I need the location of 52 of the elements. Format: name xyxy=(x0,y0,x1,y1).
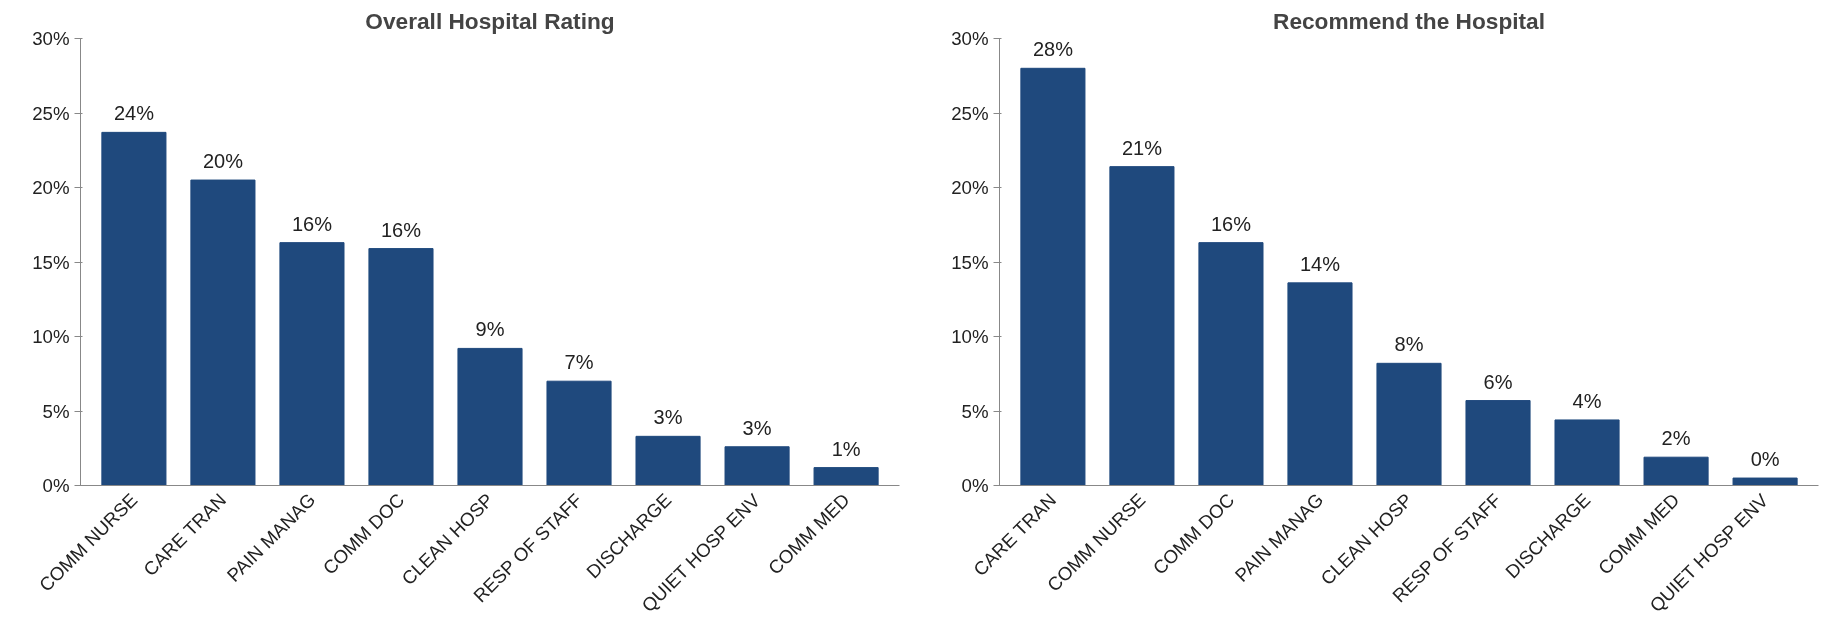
y-tick-label: 10% xyxy=(951,326,989,347)
y-tick-label: 20% xyxy=(32,177,70,198)
data-label: 1% xyxy=(831,437,861,460)
bar xyxy=(813,467,879,486)
y-tick-label: 10% xyxy=(32,326,70,347)
data-label: 20% xyxy=(202,150,244,173)
bar xyxy=(1020,67,1086,486)
y-tick-label: 15% xyxy=(951,251,989,273)
y-tick-label: 0% xyxy=(961,475,989,496)
data-label: 16% xyxy=(380,218,422,241)
y-tick-label: 30% xyxy=(32,28,70,49)
data-label: 14% xyxy=(1299,252,1341,275)
bar xyxy=(1465,400,1531,486)
data-label: 7% xyxy=(564,351,594,374)
data-label: 4% xyxy=(1572,389,1602,412)
bar xyxy=(190,179,256,486)
chart-title: Recommend the Hospital xyxy=(1273,7,1545,34)
bar xyxy=(1732,477,1798,486)
y-tick-label: 30% xyxy=(951,28,989,49)
data-label: 3% xyxy=(742,416,772,439)
bar xyxy=(368,248,434,486)
data-label: 9% xyxy=(475,318,505,341)
y-tick-label: 5% xyxy=(42,400,70,422)
bar xyxy=(101,131,167,486)
chart-title: Overall Hospital Rating xyxy=(365,7,615,34)
bar xyxy=(1643,456,1709,486)
bar xyxy=(1287,282,1353,486)
data-label: 28% xyxy=(1032,38,1074,61)
y-tick-label: 5% xyxy=(961,400,989,422)
bar xyxy=(635,435,701,486)
bar xyxy=(457,347,523,486)
y-tick-label: 25% xyxy=(32,102,70,124)
y-tick-label: 25% xyxy=(951,102,989,124)
bar xyxy=(1376,362,1442,486)
data-label: 21% xyxy=(1121,136,1163,159)
y-tick-label: 20% xyxy=(951,177,989,198)
data-label: 24% xyxy=(113,102,155,125)
y-tick-label: 0% xyxy=(42,475,70,496)
data-label: 16% xyxy=(1210,212,1252,235)
data-label: 2% xyxy=(1661,427,1691,450)
bar xyxy=(724,446,790,486)
data-label: 8% xyxy=(1394,333,1424,356)
y-tick-label: 15% xyxy=(32,251,70,273)
data-label: 16% xyxy=(291,212,333,235)
bar xyxy=(279,242,345,486)
bar xyxy=(1554,419,1620,486)
data-label: 3% xyxy=(653,406,683,429)
bar xyxy=(546,380,612,486)
bar xyxy=(1198,242,1264,486)
data-label: 0% xyxy=(1750,448,1780,471)
bar xyxy=(1109,166,1175,486)
data-label: 6% xyxy=(1483,370,1513,393)
